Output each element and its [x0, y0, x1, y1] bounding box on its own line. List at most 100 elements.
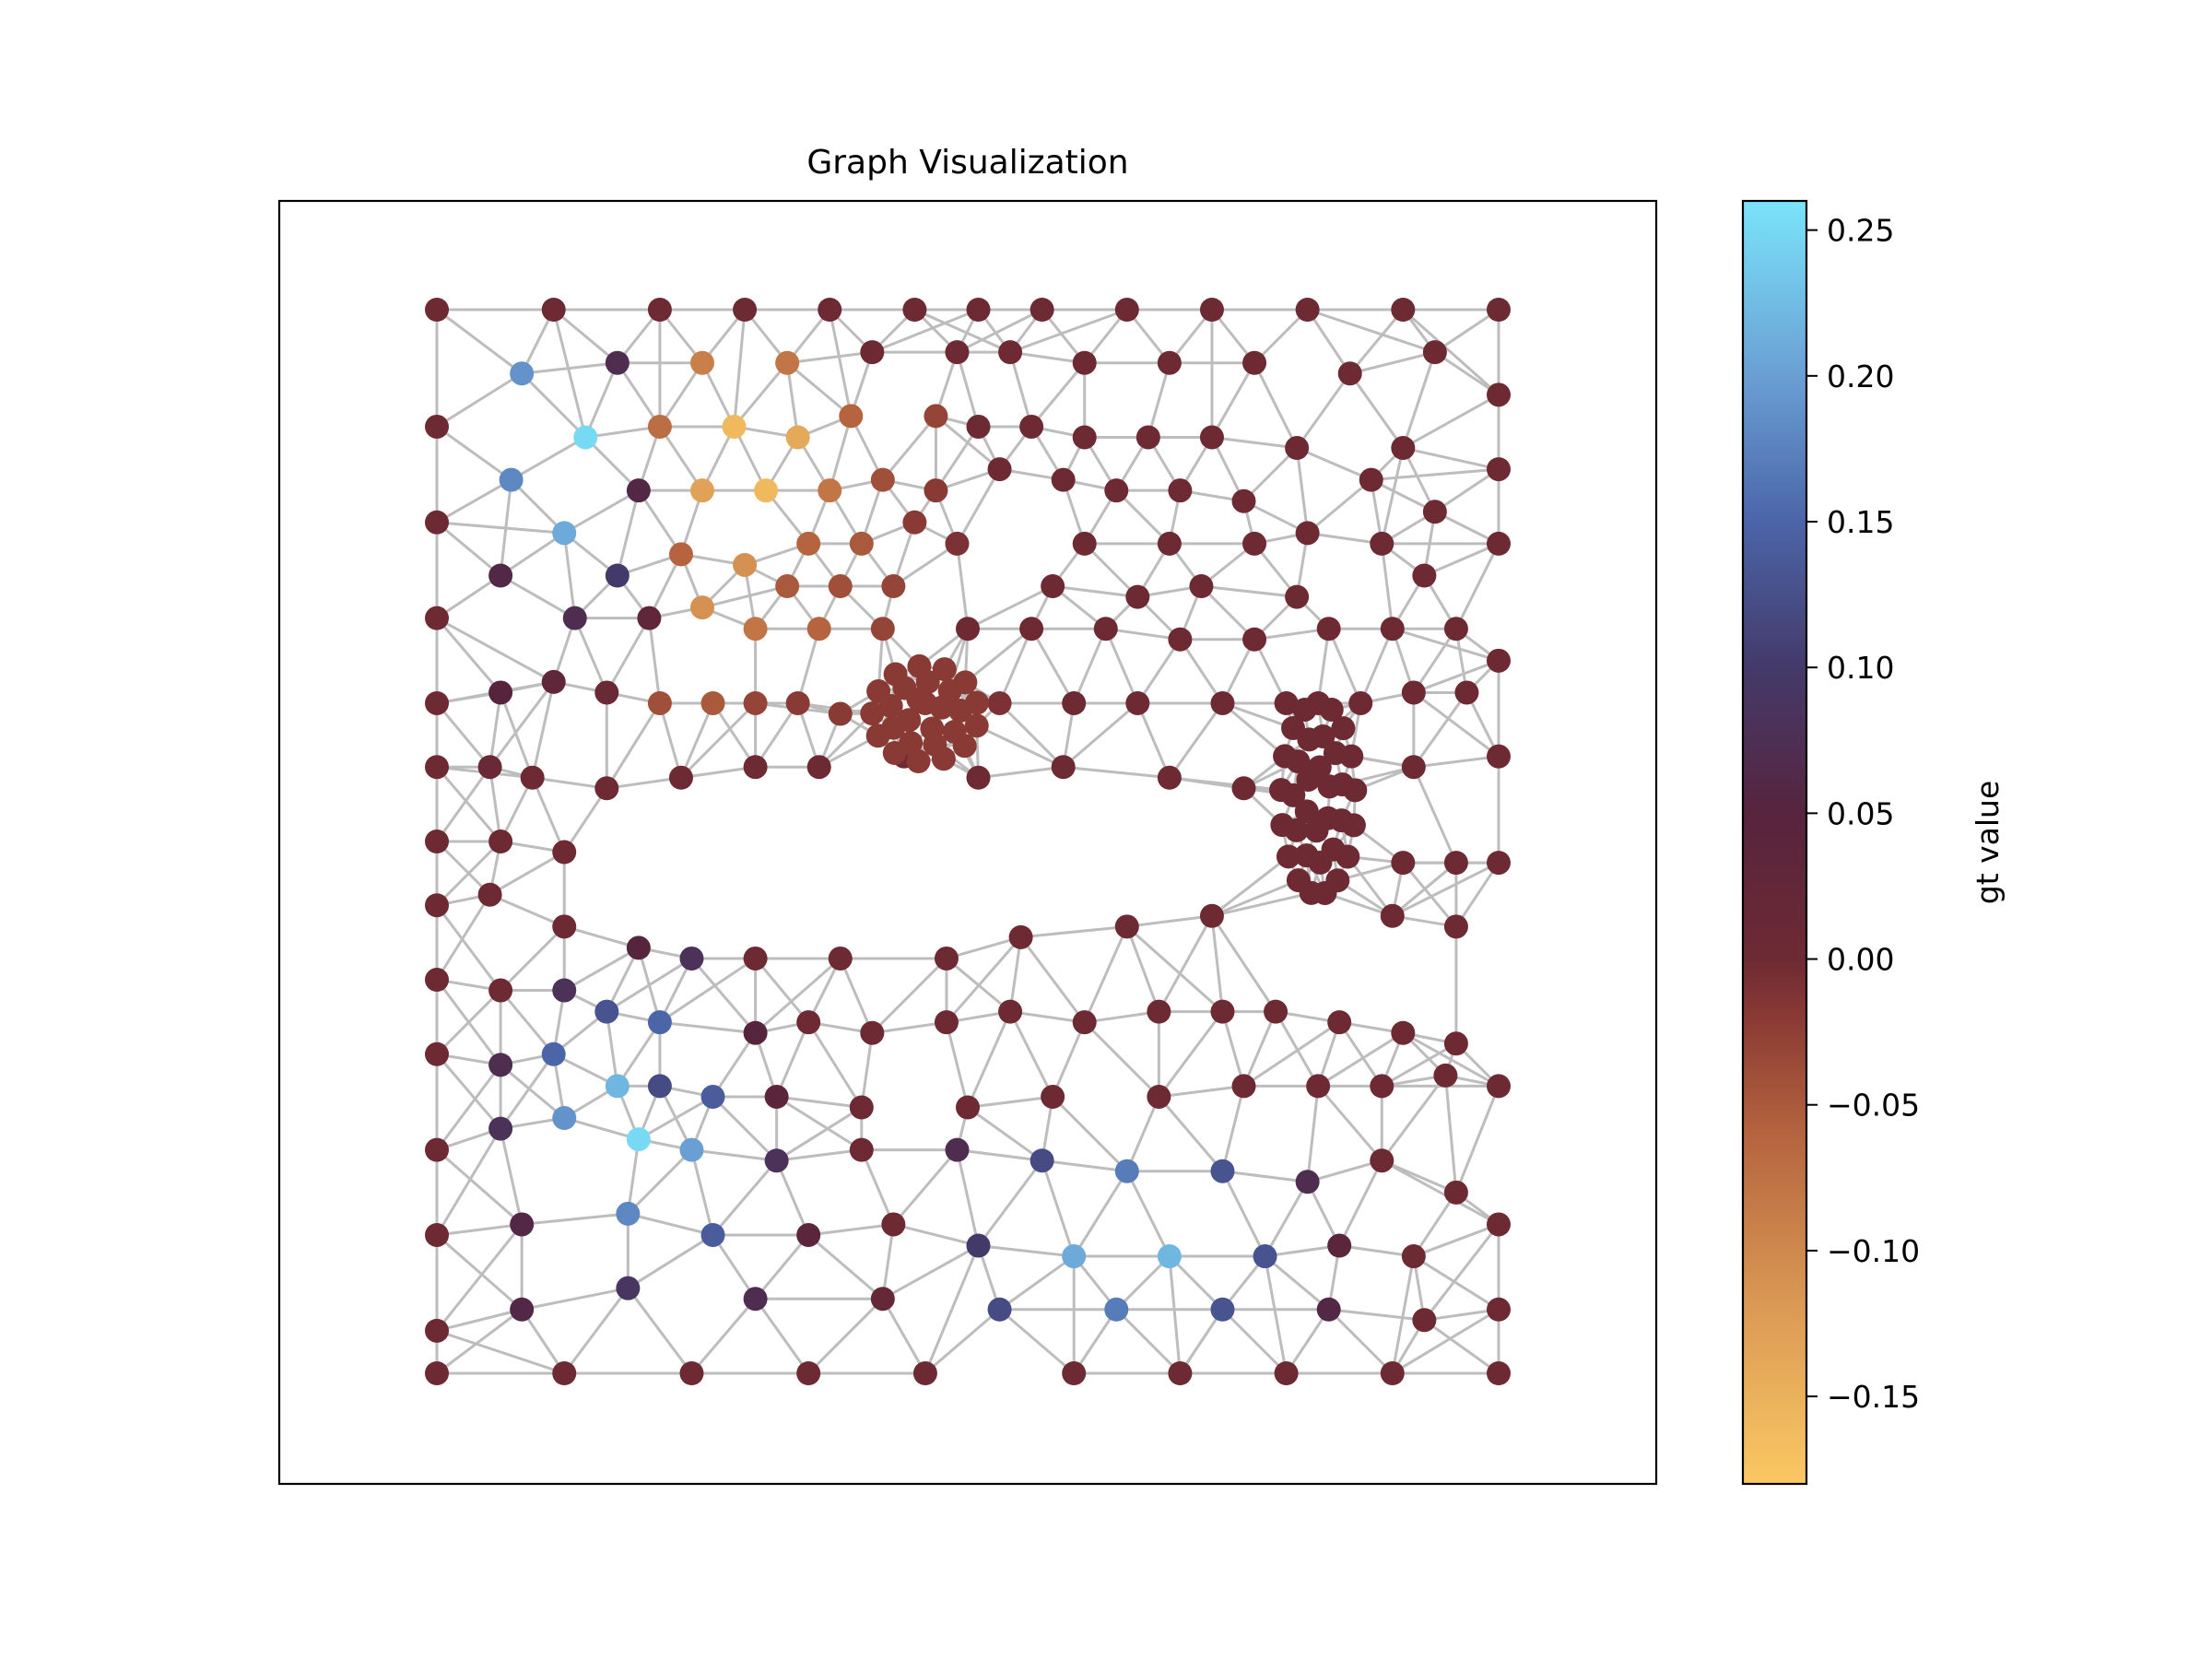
graph-node	[1231, 1074, 1256, 1099]
graph-edge	[754, 1234, 810, 1300]
graph-edge	[500, 574, 576, 619]
graph-node	[907, 653, 932, 678]
graph-node	[488, 978, 513, 1003]
graph-node	[964, 690, 989, 715]
graph-node	[1019, 414, 1044, 439]
graph-node	[945, 531, 970, 556]
graph-edge	[1136, 638, 1182, 704]
graph-node	[1199, 425, 1224, 450]
graph-node	[1370, 531, 1394, 556]
graph-edge	[1412, 691, 1500, 758]
graph-edge	[955, 543, 970, 629]
graph-edge	[1307, 1159, 1382, 1183]
graph-node	[1295, 298, 1320, 322]
graph-node	[552, 978, 577, 1003]
graph-node	[1391, 851, 1416, 876]
graph-edge	[1200, 584, 1256, 641]
graph-node	[1380, 903, 1405, 928]
graph-nodes	[425, 298, 1511, 1385]
graph-node	[425, 893, 449, 918]
graph-edge	[1338, 1244, 1415, 1258]
graph-node	[425, 1361, 449, 1385]
graph-node	[1114, 1159, 1139, 1183]
graph-node	[860, 340, 885, 365]
graph-edge	[775, 1159, 810, 1236]
graph-edge	[562, 533, 577, 618]
graph-node	[1487, 648, 1511, 673]
graph-edge	[585, 425, 661, 439]
graph-edge	[1125, 1096, 1160, 1172]
graph-edge	[828, 309, 853, 417]
graph-edge	[1125, 1171, 1171, 1257]
graph-edge	[1412, 691, 1468, 769]
graph-edge	[1424, 1308, 1500, 1322]
graph-node	[1242, 531, 1267, 556]
graph-node	[605, 1074, 629, 1099]
graph-edge	[436, 1148, 524, 1226]
graph-node	[647, 414, 672, 439]
colorbar-tick-label: 0.25	[1827, 213, 1894, 249]
graph-node	[966, 298, 991, 322]
graph-edge	[881, 415, 937, 481]
graph-edge	[754, 1298, 810, 1374]
graph-node	[1295, 1170, 1320, 1194]
graph-edge	[1019, 935, 1086, 1024]
graph-edge	[1264, 1255, 1288, 1374]
graph-edge	[1253, 627, 1329, 641]
graph-edge	[521, 372, 587, 439]
graph-edge	[1063, 765, 1171, 780]
graph-edge	[606, 617, 651, 694]
graph-node	[796, 1361, 821, 1385]
graph-edge	[1008, 936, 1023, 1012]
graph-node	[998, 999, 1023, 1024]
graph-edge	[956, 468, 1001, 545]
graph-edge	[1221, 701, 1287, 758]
graph-edge	[1380, 543, 1394, 629]
graph-edge	[1295, 372, 1351, 449]
graph-edge	[435, 1064, 502, 1151]
graph-edge	[1158, 1010, 1224, 1098]
graph-node	[1242, 627, 1267, 652]
graph-edge	[712, 702, 757, 769]
graph-node	[1443, 914, 1468, 939]
graph-node	[775, 574, 800, 599]
graph-node	[1072, 350, 1097, 375]
graph-edge	[967, 584, 1053, 630]
graph-node	[637, 606, 662, 630]
graph-node	[1072, 1010, 1097, 1035]
graph-node	[882, 741, 907, 766]
graph-node	[1147, 1084, 1171, 1109]
graph-node	[1274, 1361, 1299, 1385]
graph-node	[690, 595, 714, 620]
graph-edge	[1201, 584, 1298, 599]
graph-node	[425, 414, 449, 439]
graph-edge	[658, 361, 704, 428]
graph-edge	[967, 1095, 1053, 1109]
graph-edge	[1265, 1244, 1340, 1258]
graph-edge	[510, 436, 587, 481]
graph-edge	[1158, 1095, 1224, 1172]
graph-node	[924, 404, 948, 429]
graph-edge	[828, 415, 853, 491]
plot-area	[277, 199, 1658, 1486]
graph-node	[1306, 1074, 1331, 1099]
graph-edge	[1242, 1020, 1341, 1088]
graph-node	[953, 670, 978, 695]
graph-edge	[563, 488, 640, 535]
graph-node	[987, 457, 1012, 482]
colorbar-ticks: 0.25 0.20 0.15 0.10 0.05 0.00 −0.05 −0.10 −0.15	[1806, 213, 1920, 1415]
graph-edge	[436, 371, 523, 429]
graph-node	[1135, 425, 1160, 450]
graph-edge	[1221, 1011, 1245, 1087]
graph-edge	[860, 1149, 895, 1226]
graph-edge	[659, 957, 757, 1024]
graph-node	[552, 1361, 577, 1385]
graph-node	[1370, 1148, 1394, 1173]
graph-edge	[956, 351, 980, 428]
graph-node	[860, 701, 885, 726]
graph-edge	[531, 681, 556, 779]
graph-node	[818, 478, 842, 503]
graph-edge	[871, 308, 980, 354]
graph-node	[425, 1041, 449, 1066]
graph-node	[733, 298, 758, 322]
